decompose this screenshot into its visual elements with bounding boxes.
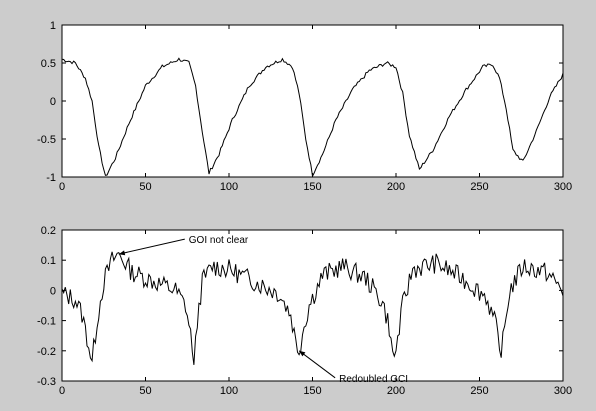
top-x-tick-label: 50 [139, 181, 151, 193]
top-series-line [61, 57, 564, 178]
bottom-x-tick-label: 0 [59, 385, 65, 397]
top-y-tick-label: -0.5 [37, 134, 56, 146]
bottom-subplot: 0 50 100 150 200 250 300 -0.3 -0.2 -0.1 … [37, 225, 572, 397]
top-x-tick-label: 250 [470, 181, 488, 193]
top-y-tick-label: -1 [46, 172, 56, 184]
top-axes-box [61, 24, 564, 178]
bottom-x-tick-label: 200 [387, 385, 405, 397]
top-y-tick-label: 0.5 [41, 58, 56, 70]
top-y-tick-labels: -1 -0.5 0 0.5 1 [37, 20, 56, 184]
bottom-y-tick-label: -0.1 [37, 316, 56, 328]
bottom-y-tick-label: 0.2 [41, 225, 56, 237]
annotation-goi-not-clear: GOI not clear [189, 235, 249, 246]
bottom-x-tick-labels: 0 50 100 150 200 250 300 [59, 385, 572, 397]
annotation-arrowhead-goi [118, 250, 126, 256]
bottom-y-tick-labels: -0.3 -0.2 -0.1 0 0.1 0.2 [37, 225, 56, 388]
bottom-x-tick-label: 100 [220, 385, 238, 397]
bottom-x-tick-label: 50 [139, 385, 151, 397]
bottom-x-tick-label: 150 [303, 385, 321, 397]
top-ticks [61, 24, 564, 178]
top-x-tick-label: 200 [387, 181, 405, 193]
bottom-y-tick-label: -0.3 [37, 376, 56, 388]
top-x-tick-label: 300 [554, 181, 572, 193]
annotation-arrowhead-gci [299, 350, 306, 357]
top-x-tick-label: 0 [59, 181, 65, 193]
top-x-tick-labels: 0 50 100 150 200 250 300 [59, 181, 572, 193]
bottom-x-tick-label: 300 [554, 385, 572, 397]
bottom-x-tick-label: 250 [470, 385, 488, 397]
bottom-y-tick-label: 0.1 [41, 255, 56, 267]
top-x-tick-label: 100 [220, 181, 238, 193]
top-subplot: 0 50 100 150 200 250 300 -1 -0.5 0 0.5 1 [37, 20, 572, 193]
annotation-arrow-gci [298, 350, 336, 379]
annotation-arrow-goi [118, 238, 185, 255]
top-y-tick-label: 0 [50, 96, 56, 108]
bottom-ticks [61, 229, 564, 382]
top-x-tick-label: 150 [303, 181, 321, 193]
top-y-tick-label: 1 [50, 20, 56, 32]
bottom-y-tick-label: 0 [50, 285, 56, 297]
bottom-series-line [61, 251, 564, 365]
bottom-y-tick-label: -0.2 [37, 346, 56, 358]
annotation-redoubled-gci: Redoubled GCI [339, 374, 408, 385]
